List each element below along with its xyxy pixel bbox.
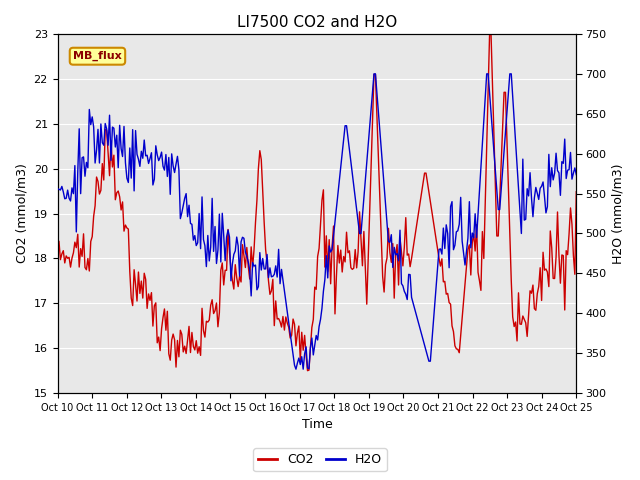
Legend: CO2, H2O: CO2, H2O [253,448,387,471]
X-axis label: Time: Time [301,419,332,432]
Y-axis label: H2O (mmol/m3): H2O (mmol/m3) [612,163,625,264]
Y-axis label: CO2 (mmol/m3): CO2 (mmol/m3) [15,164,28,264]
Text: MB_flux: MB_flux [73,51,122,61]
Title: LI7500 CO2 and H2O: LI7500 CO2 and H2O [237,15,397,30]
